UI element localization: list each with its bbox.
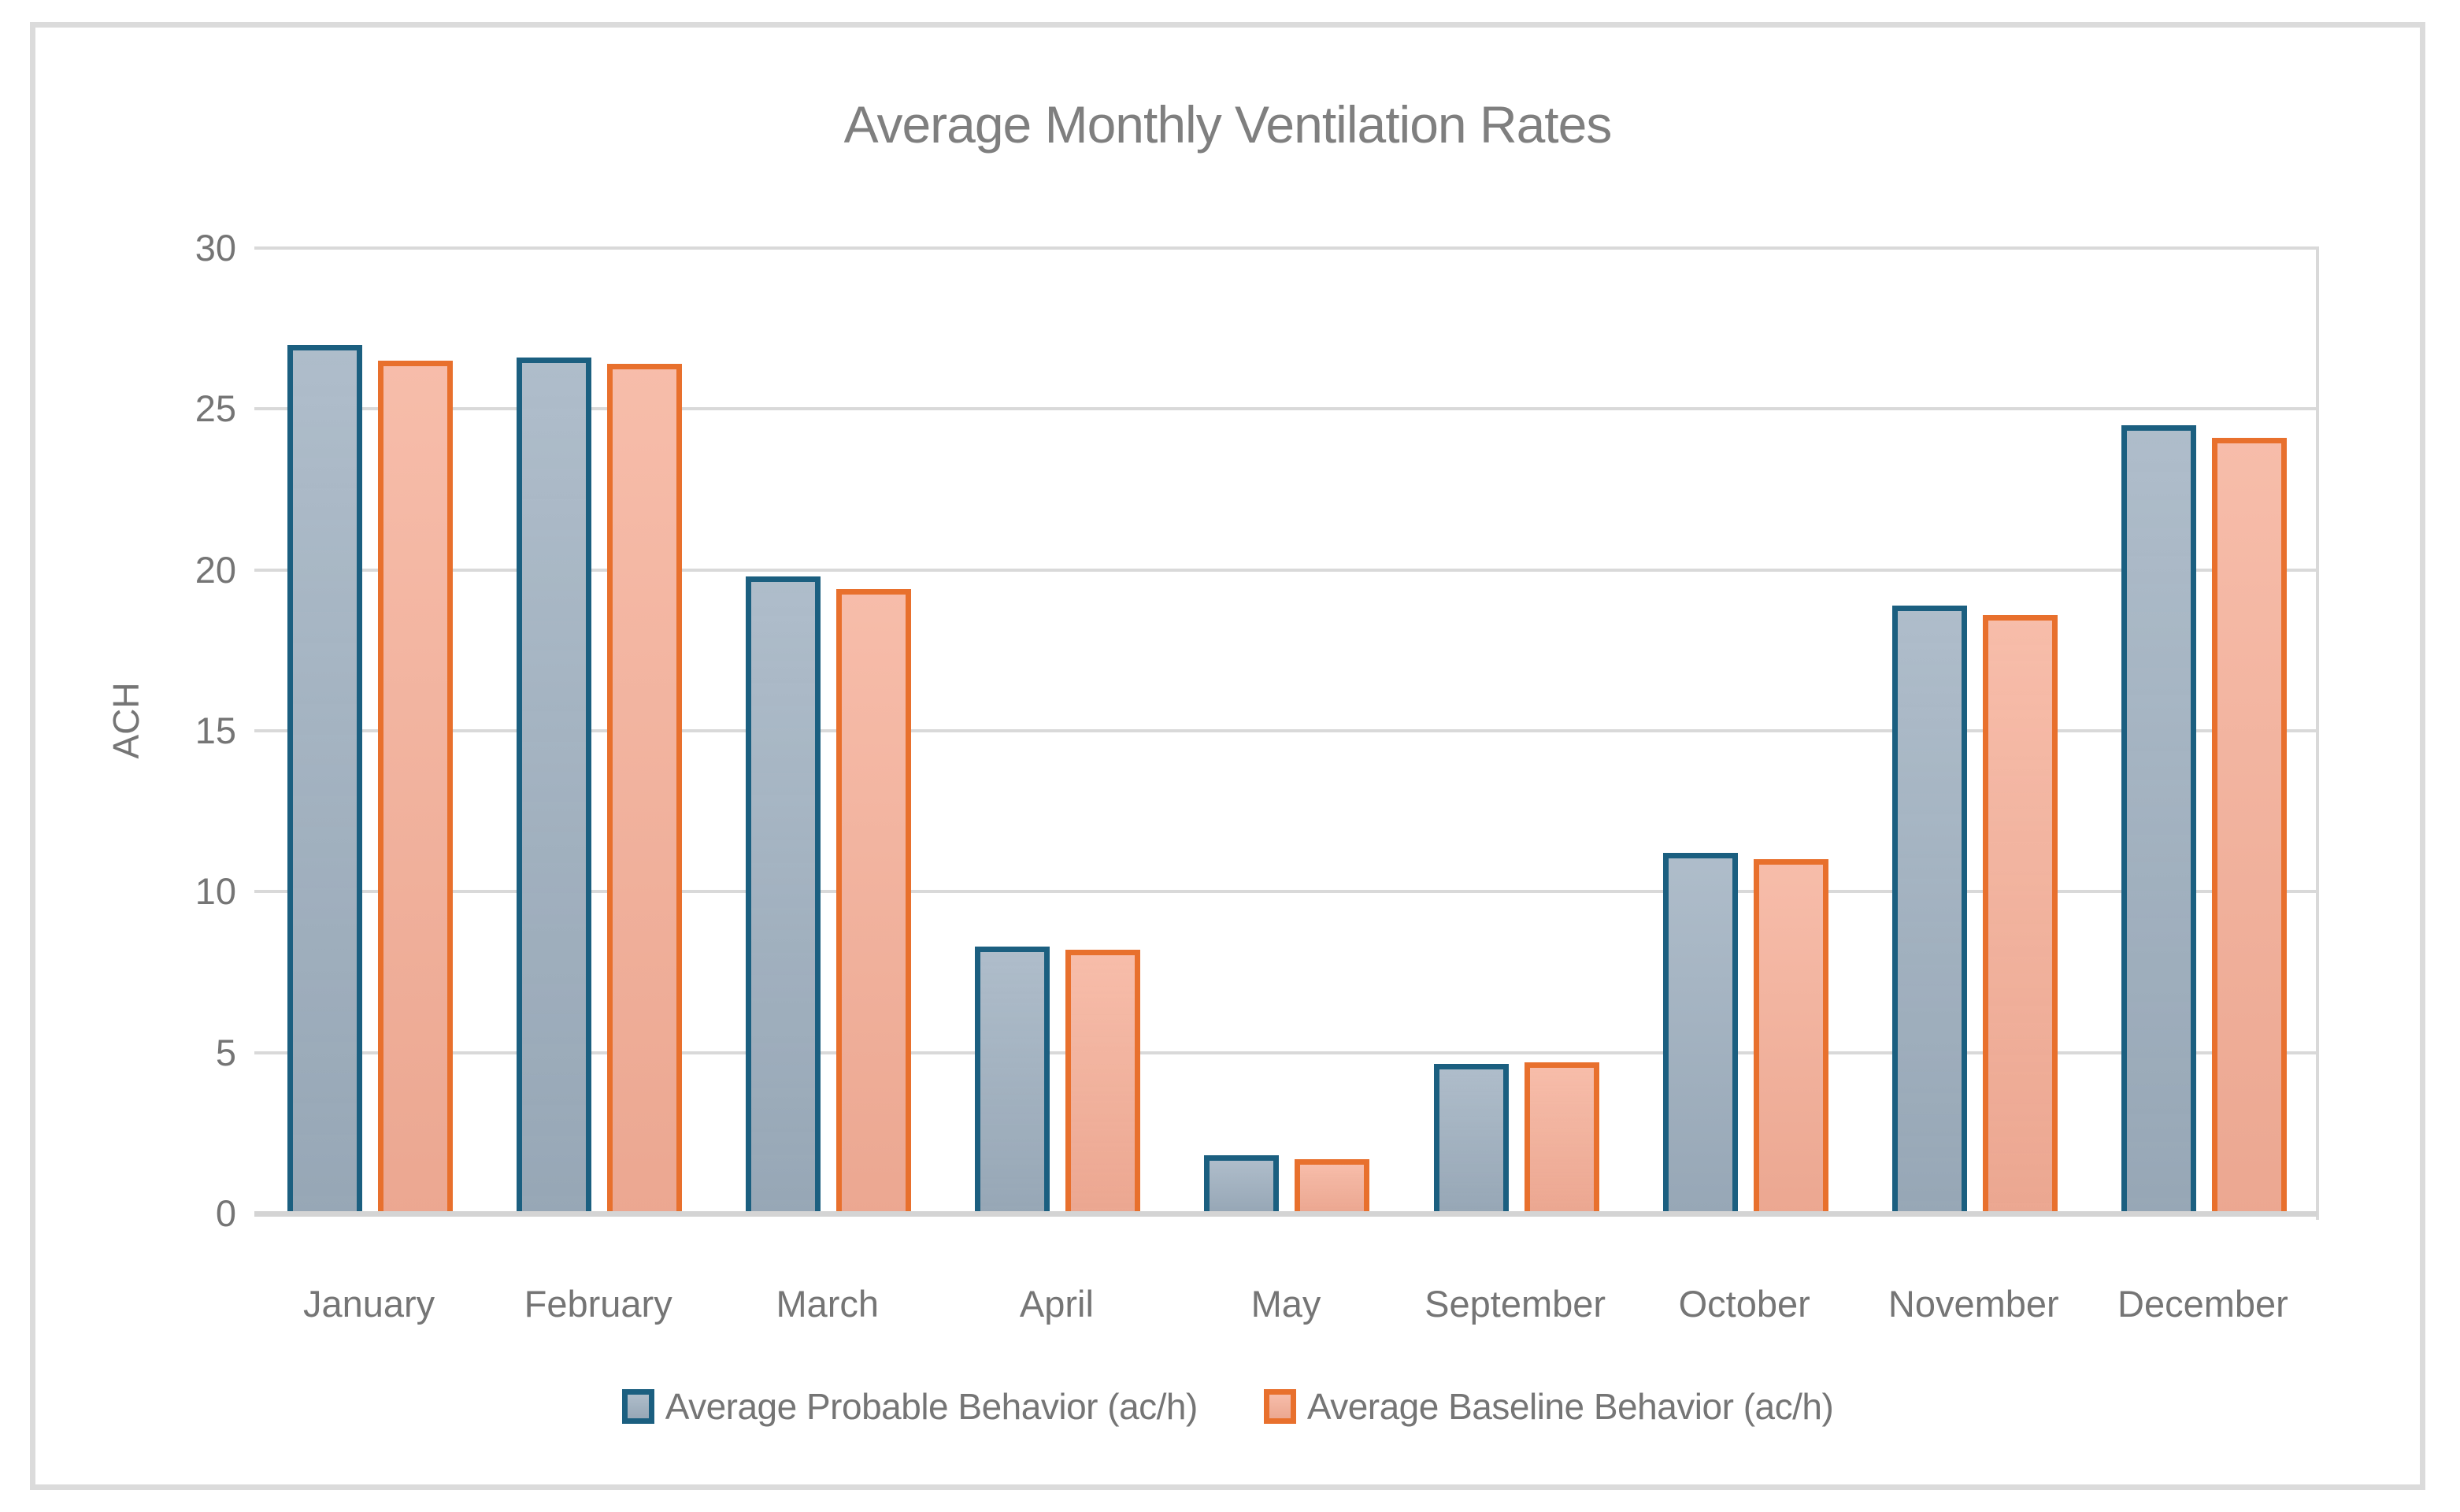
x-axis-tick-label-september: September [1425, 1283, 1606, 1325]
bar-probable-december [2121, 424, 2196, 1217]
legend-item-baseline: Average Baseline Behavior (ac/h) [1263, 1385, 1834, 1428]
bar-baseline-november [1982, 614, 2058, 1217]
bar-baseline-december [2211, 438, 2287, 1217]
x-axis-tick-label-march: March [776, 1283, 880, 1325]
bar-probable-february [517, 357, 592, 1217]
gridline-y-15 [254, 729, 2317, 732]
legend-swatch-probable [621, 1389, 654, 1424]
bar-probable-march [746, 576, 821, 1217]
bar-probable-january [287, 344, 362, 1217]
bar-baseline-february [607, 364, 683, 1217]
legend: Average Probable Behavior (ac/h) Average… [30, 1377, 2425, 1436]
bar-baseline-january [378, 361, 453, 1217]
bar-probable-may [1204, 1155, 1280, 1217]
bar-probable-september [1433, 1063, 1509, 1217]
bar-baseline-september [1524, 1062, 1599, 1217]
x-axis-tick-label-february: February [524, 1283, 672, 1325]
bar-probable-november [1891, 605, 1967, 1217]
x-axis-tick-label-november: November [1888, 1283, 2059, 1325]
x-axis-tick-label-january: January [302, 1283, 435, 1325]
gridline-y-10 [254, 890, 2317, 894]
y-axis-tick-label-5: 5 [215, 1031, 236, 1073]
plot-right-border [2316, 246, 2319, 1220]
legend-item-probable: Average Probable Behavior (ac/h) [621, 1385, 1199, 1428]
x-axis-tick-label-october: October [1678, 1283, 1810, 1325]
bar-baseline-october [1753, 859, 1828, 1217]
bar-baseline-march [836, 589, 912, 1217]
y-axis-title: ACH [106, 682, 146, 759]
legend-label-probable: Average Probable Behavior (ac/h) [665, 1386, 1199, 1427]
gridline-y-20 [254, 568, 2317, 572]
legend-swatch-baseline [1263, 1389, 1296, 1424]
y-axis-tick-label-0: 0 [215, 1192, 236, 1234]
legend-label-baseline: Average Baseline Behavior (ac/h) [1306, 1386, 1834, 1427]
x-axis-tick-label-december: December [2117, 1283, 2288, 1325]
y-axis-tick-label-10: 10 [195, 870, 236, 913]
x-axis-line [254, 1211, 2317, 1217]
bar-baseline-may [1295, 1158, 1370, 1217]
y-axis-tick-label-15: 15 [195, 710, 236, 751]
gridline-y-25 [254, 407, 2317, 411]
y-axis-tick-label-30: 30 [195, 227, 236, 269]
y-axis-tick-label-25: 25 [195, 387, 236, 430]
x-axis-tick-label-may: May [1250, 1283, 1321, 1325]
x-axis-tick-label-april: April [1019, 1283, 1094, 1325]
gridline-y-5 [254, 1051, 2317, 1054]
bar-probable-april [975, 946, 1050, 1217]
gridline-y-30 [254, 246, 2317, 250]
bar-probable-october [1662, 853, 1738, 1217]
y-axis-tick-label-20: 20 [195, 548, 236, 591]
chart-title: Average Monthly Ventilation Rates [843, 95, 1613, 154]
bar-baseline-april [1065, 949, 1141, 1217]
